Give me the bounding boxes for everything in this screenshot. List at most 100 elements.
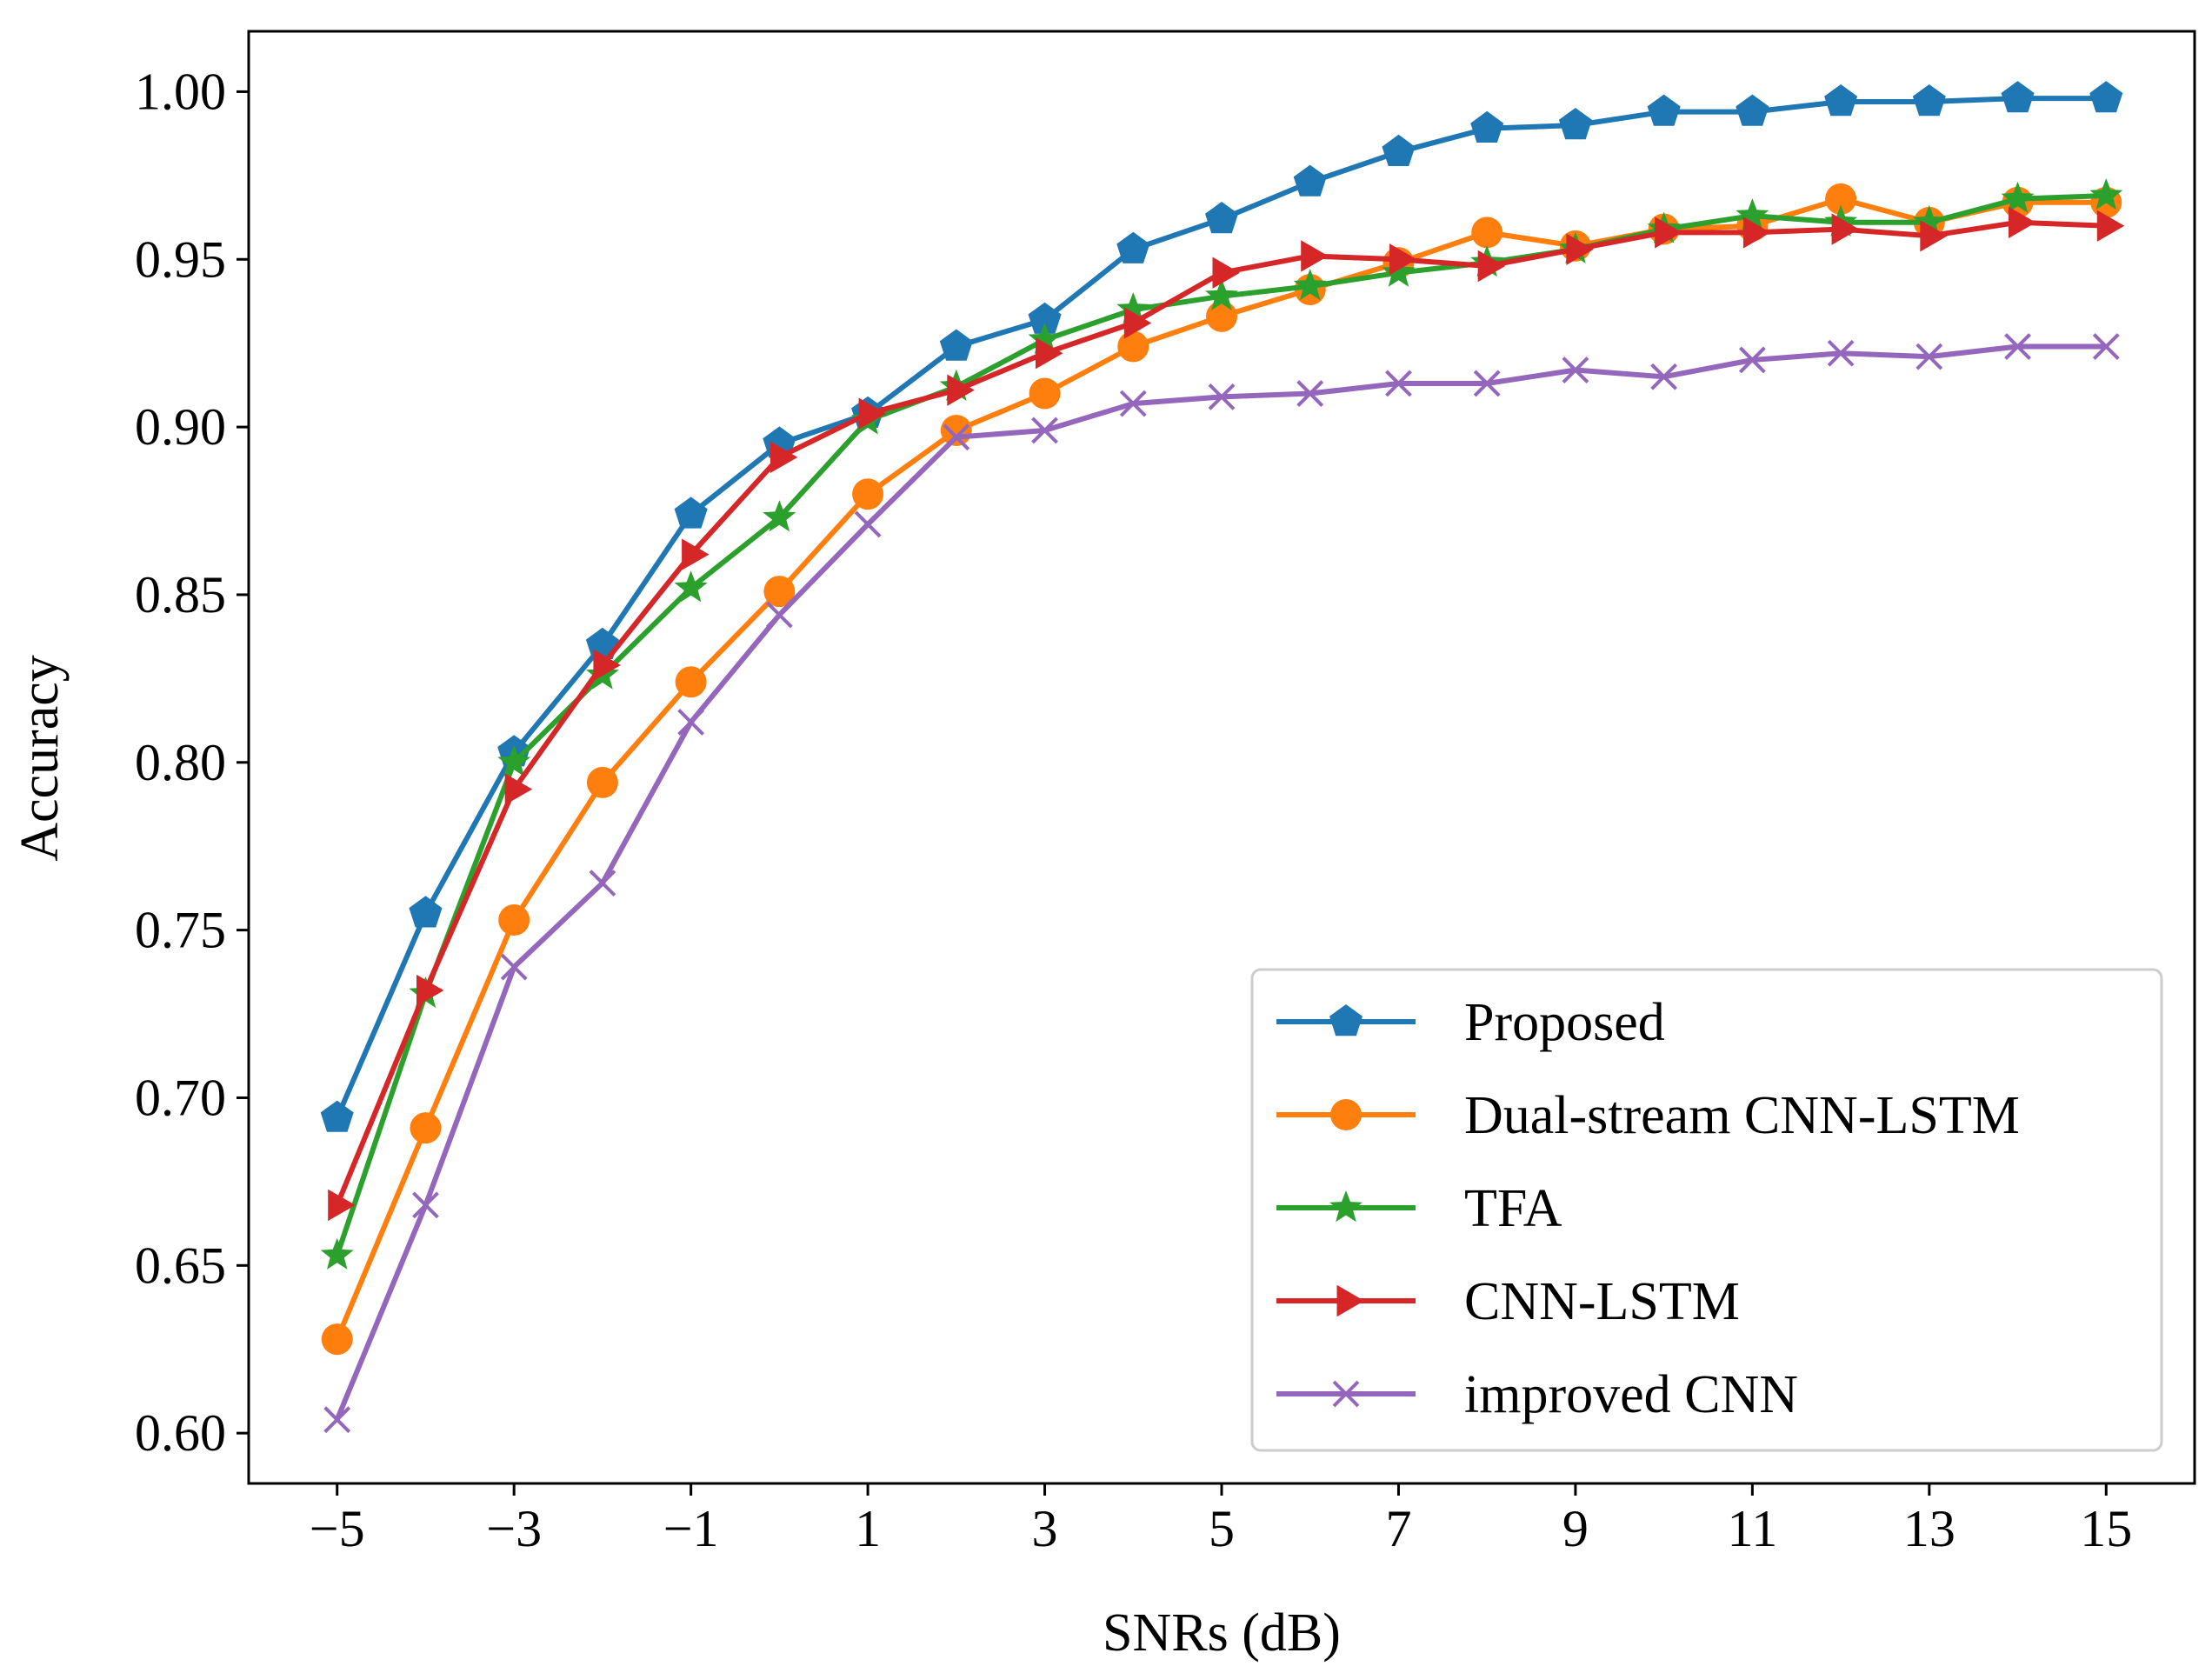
x-tick-label: 13 xyxy=(1903,1500,1955,1557)
data-point xyxy=(328,1189,356,1222)
data-point xyxy=(1471,217,1503,249)
y-tick-label: 1.00 xyxy=(135,63,226,120)
data-point xyxy=(2096,210,2125,242)
data-point xyxy=(947,374,975,406)
data-point xyxy=(1301,240,1329,272)
legend-marker xyxy=(1330,1099,1362,1130)
data-point xyxy=(770,441,798,473)
data-point xyxy=(2004,333,2031,360)
data-point xyxy=(410,1112,442,1144)
data-point xyxy=(1389,243,1417,276)
x-tick-label: −3 xyxy=(486,1500,542,1557)
legend: Proposed Dual-stream CNN-LSTM TFA CNN-LSTM i… xyxy=(1250,968,2163,1452)
data-point xyxy=(1827,339,1855,367)
x-tick-label: 3 xyxy=(1032,1500,1058,1557)
legend-label: CNN-LSTM xyxy=(1464,1272,1740,1331)
data-point xyxy=(1296,380,1324,407)
legend-label: TFA xyxy=(1464,1179,1562,1238)
data-point xyxy=(1742,217,1771,249)
data-point xyxy=(412,1191,439,1219)
data-point xyxy=(1293,269,1327,301)
x-tick-label: 11 xyxy=(1727,1500,1777,1557)
series-layer xyxy=(320,81,2125,1434)
data-point xyxy=(1650,363,1678,390)
legend-marker xyxy=(1336,1284,1364,1317)
data-point xyxy=(589,870,616,897)
data-point xyxy=(674,497,708,529)
data-point xyxy=(1736,94,1769,126)
data-point xyxy=(1382,134,1416,166)
data-point xyxy=(677,709,705,736)
y-tick-label: 0.85 xyxy=(135,566,226,623)
data-point xyxy=(593,649,621,682)
axis-ticks: −5 −3 −1 1 3 5 7 9 11 13 150.600.650.700.750.800.8… xyxy=(135,63,2132,1557)
y-tick-label: 0.75 xyxy=(135,902,226,959)
data-point xyxy=(1655,217,1682,249)
data-point xyxy=(1036,337,1063,370)
data-point xyxy=(2092,333,2120,360)
data-point xyxy=(1558,108,1592,140)
data-point xyxy=(497,744,531,777)
data-point xyxy=(323,1406,351,1434)
data-point xyxy=(1205,202,1238,234)
x-axis-label: SNRs (dB) xyxy=(1103,1603,1341,1663)
data-point xyxy=(1123,307,1152,339)
data-point xyxy=(682,538,710,570)
data-point xyxy=(2089,81,2123,113)
data-point xyxy=(1293,164,1327,197)
data-point xyxy=(852,478,884,510)
data-point xyxy=(498,904,530,936)
y-tick-label: 0.95 xyxy=(135,230,226,288)
series-improved-cnn xyxy=(323,333,2120,1434)
data-point xyxy=(504,773,533,805)
data-point xyxy=(1028,302,1062,334)
x-tick-label: 5 xyxy=(1209,1500,1235,1557)
data-point xyxy=(1206,300,1237,332)
plot-frame xyxy=(247,30,2196,1485)
data-point xyxy=(1385,370,1412,397)
data-point xyxy=(1212,257,1240,289)
data-point xyxy=(939,329,973,361)
legend-label: improved CNN xyxy=(1464,1365,1798,1424)
data-point xyxy=(1473,370,1501,397)
data-point xyxy=(500,953,528,981)
data-point xyxy=(320,1100,354,1132)
data-point xyxy=(1831,213,1860,245)
legend-marker xyxy=(1329,1190,1363,1223)
data-point xyxy=(1825,183,1857,215)
data-point xyxy=(321,1323,353,1356)
data-point xyxy=(586,766,618,798)
data-point xyxy=(1208,383,1236,410)
x-tick-label: 7 xyxy=(1385,1500,1411,1557)
data-point xyxy=(2009,206,2036,238)
data-point xyxy=(1912,84,1946,117)
x-tick-label: 9 xyxy=(1562,1500,1589,1557)
data-point xyxy=(763,500,796,532)
y-tick-label: 0.60 xyxy=(135,1404,226,1462)
data-point xyxy=(1119,390,1147,417)
data-point xyxy=(1916,343,1943,370)
data-point xyxy=(943,423,970,451)
legend-label: Proposed xyxy=(1464,993,1665,1052)
data-point xyxy=(1912,204,1946,237)
data-point xyxy=(1028,322,1062,354)
series-cnn-lstm xyxy=(328,206,2125,1222)
data-point xyxy=(320,1237,354,1270)
legend-label: Dual-stream CNN-LSTM xyxy=(1464,1086,2020,1145)
data-point xyxy=(1562,357,1589,383)
data-point xyxy=(1647,94,1681,126)
data-point xyxy=(674,570,708,603)
data-point xyxy=(1920,220,1948,252)
data-point xyxy=(1382,255,1416,287)
y-tick-label: 0.90 xyxy=(135,398,226,456)
data-point xyxy=(1566,233,1594,265)
data-point xyxy=(1031,417,1058,444)
x-tick-label: −1 xyxy=(663,1500,719,1557)
data-point xyxy=(2001,181,2035,213)
legend-marker xyxy=(1329,1004,1363,1036)
data-point xyxy=(1477,250,1506,283)
y-tick-label: 0.65 xyxy=(135,1236,226,1294)
y-axis-label: Accuracy xyxy=(10,655,70,862)
data-point xyxy=(1117,330,1149,363)
